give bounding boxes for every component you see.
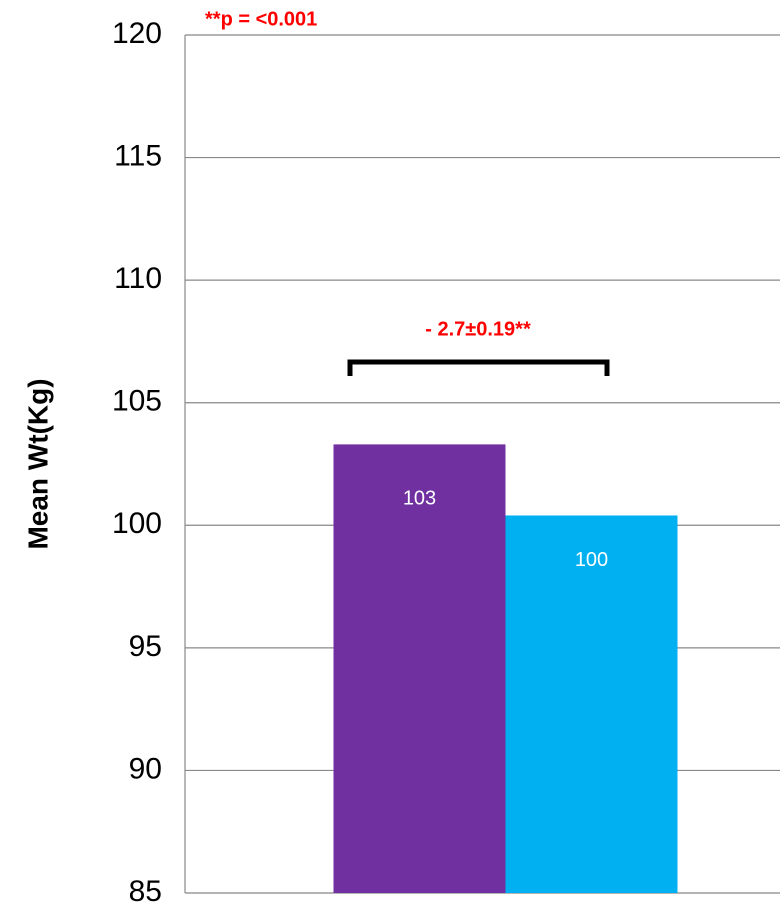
y-tick-label: 105 xyxy=(112,385,162,418)
y-tick-label: 110 xyxy=(114,262,162,295)
y-tick-label: 95 xyxy=(129,630,162,663)
bracket xyxy=(347,359,610,376)
annotation: **p = <0.001 xyxy=(205,8,317,30)
y-tick-label: 85 xyxy=(129,875,162,908)
y-tick-label: 100 xyxy=(112,507,162,540)
data-label: 103 xyxy=(403,488,436,510)
annotation: - 2.7±0.19** xyxy=(425,318,531,340)
y-tick-label: 120 xyxy=(112,17,162,50)
y-axis-label: Mean Wt(Kg) xyxy=(22,378,53,549)
bar xyxy=(505,515,678,893)
y-tick-label: 90 xyxy=(129,752,162,785)
y-tick-label: 115 xyxy=(114,139,162,172)
data-label: 100 xyxy=(575,549,608,571)
bar xyxy=(333,444,506,893)
